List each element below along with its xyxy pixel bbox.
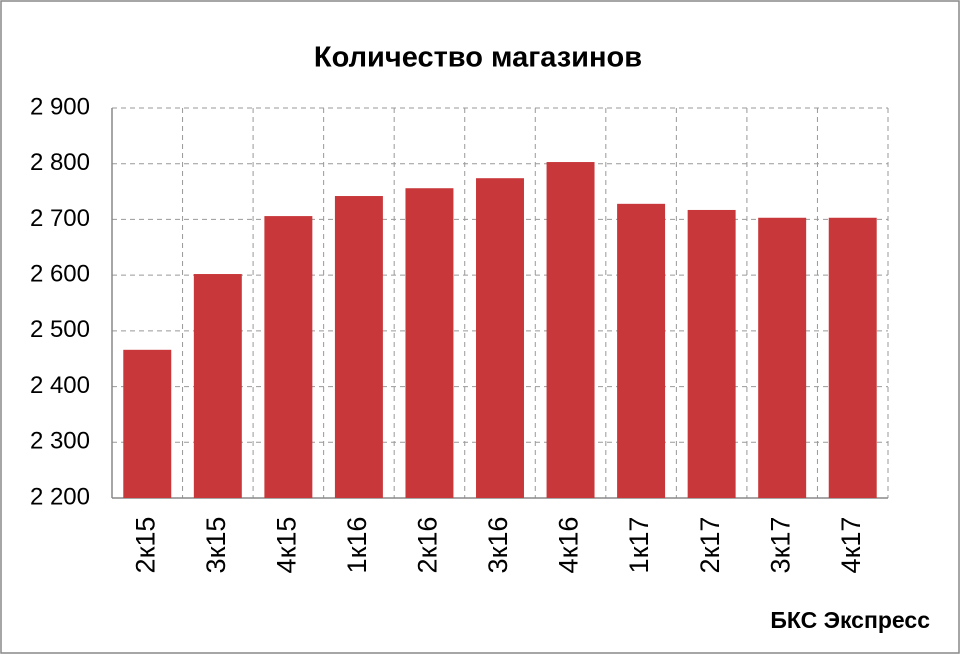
- bar: [123, 349, 172, 498]
- bar: [828, 217, 877, 498]
- x-tick-label: 1к16: [342, 517, 372, 574]
- y-tick-label: 2 900: [30, 93, 90, 120]
- bar: [476, 178, 524, 498]
- y-tick-label: 2 700: [30, 205, 90, 232]
- y-tick-label: 2 300: [30, 428, 90, 455]
- bar: [334, 196, 383, 498]
- x-tick-label: 3к15: [201, 517, 231, 574]
- bar: [193, 274, 242, 498]
- x-tick-label: 2к16: [413, 517, 443, 574]
- y-tick-label: 2 400: [30, 372, 90, 399]
- y-tick-label: 2 200: [30, 483, 90, 510]
- bar: [687, 209, 736, 498]
- x-tick-label: 3к16: [483, 517, 513, 574]
- x-tick-label: 4к16: [554, 517, 584, 574]
- x-tick-label: 4к17: [836, 517, 866, 574]
- y-tick-label: 2 600: [30, 260, 90, 287]
- bar: [617, 203, 666, 499]
- source: БКС Экспресс: [770, 607, 930, 633]
- bar: [264, 216, 313, 499]
- x-tick-label: 4к15: [271, 517, 301, 574]
- x-tick-label: 3к17: [765, 517, 795, 574]
- bar: [546, 162, 595, 499]
- bar: [405, 188, 454, 498]
- x-tick-label: 1к17: [624, 517, 654, 574]
- y-tick-label: 2 800: [30, 149, 90, 176]
- y-tick-label: 2 500: [30, 316, 90, 343]
- chart-title: Количество магазинов: [314, 42, 642, 74]
- bar: [758, 217, 807, 498]
- x-tick-label: 2к17: [695, 517, 725, 574]
- x-tick-label: 2к15: [130, 517, 160, 574]
